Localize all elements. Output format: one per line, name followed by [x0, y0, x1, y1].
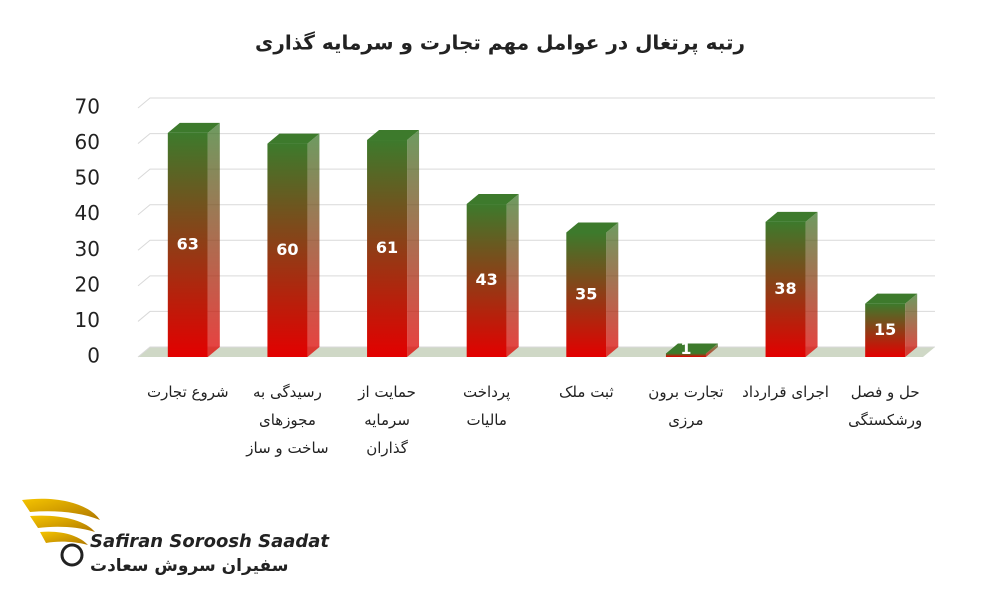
bar-side [905, 293, 918, 357]
grid-line [137, 239, 935, 251]
bar-top [765, 211, 818, 222]
grid-line [137, 310, 935, 322]
y-tick-label: 10 [75, 308, 100, 332]
grid-line [137, 168, 935, 180]
value-label: 63 [177, 234, 199, 253]
x-tick-label: رسیدگی به مجوزهای ساخت و ساز [246, 383, 329, 457]
bar [566, 232, 607, 357]
bar-side [506, 194, 519, 357]
bar-side [705, 343, 718, 357]
y-tick-label: 50 [75, 166, 100, 190]
x-tick-label: تجارت برون مرزی [648, 383, 724, 429]
y-tick-label: 70 [75, 95, 100, 119]
grid-line [137, 133, 935, 144]
x-tick-label: حمایت از سرمایه گذاران [358, 383, 416, 457]
floor [138, 347, 935, 357]
y-tick-label: 60 [75, 130, 100, 154]
bar [865, 303, 906, 357]
bar-top [267, 133, 320, 144]
y-tick-label: 0 [87, 344, 100, 368]
grid-line [137, 275, 935, 287]
bar-top [167, 122, 220, 133]
bar [267, 143, 308, 357]
value-label: 43 [476, 270, 498, 289]
bar [167, 132, 208, 357]
bar-side [805, 211, 818, 357]
x-tick-label: ثبت ملک [559, 383, 614, 401]
bar [466, 204, 507, 357]
value-label: 60 [276, 240, 298, 259]
y-tick-label: 20 [75, 272, 100, 296]
grid-line [137, 204, 935, 216]
value-label: 1 [680, 339, 691, 358]
bar-top [665, 343, 718, 354]
bar-side [307, 133, 320, 357]
bar-side [606, 222, 619, 357]
logo-wing [22, 498, 100, 520]
logo-wing [30, 515, 95, 532]
logo-wing [40, 531, 88, 545]
grid-line [137, 97, 935, 109]
bar-side [207, 122, 220, 358]
value-label: 61 [376, 238, 398, 257]
x-tick-label: پرداخت مالیات [463, 383, 511, 429]
y-tick-label: 30 [75, 237, 100, 261]
bar [665, 353, 706, 357]
value-label: 35 [575, 284, 597, 303]
x-tick-label: اجرای قرارداد [742, 383, 829, 401]
x-tick-label: حل و فصل ورشکستگی [848, 383, 923, 429]
logo-ring [60, 543, 84, 567]
x-tick-label: شروع تجارت [147, 383, 229, 401]
logo-en: Safiran Soroosh Saadat [90, 531, 330, 552]
y-tick-label: 40 [75, 201, 100, 225]
bar-top [865, 293, 918, 304]
chart-title: رتبه پرتغال در عوامل مهم تجارت و سرمایه … [255, 31, 745, 56]
logo: Safiran Soroosh Saadat سفیران سروش سعادت [22, 498, 330, 576]
bar [765, 221, 806, 357]
bar [367, 140, 408, 357]
bar-top [367, 130, 420, 141]
value-label: 15 [874, 320, 896, 339]
value-label: 38 [774, 279, 796, 298]
bar-side [407, 130, 420, 357]
bar-top [566, 222, 619, 233]
bar-top [466, 194, 519, 205]
logo-fa: سفیران سروش سعادت [90, 556, 288, 576]
grid-line [137, 346, 935, 358]
